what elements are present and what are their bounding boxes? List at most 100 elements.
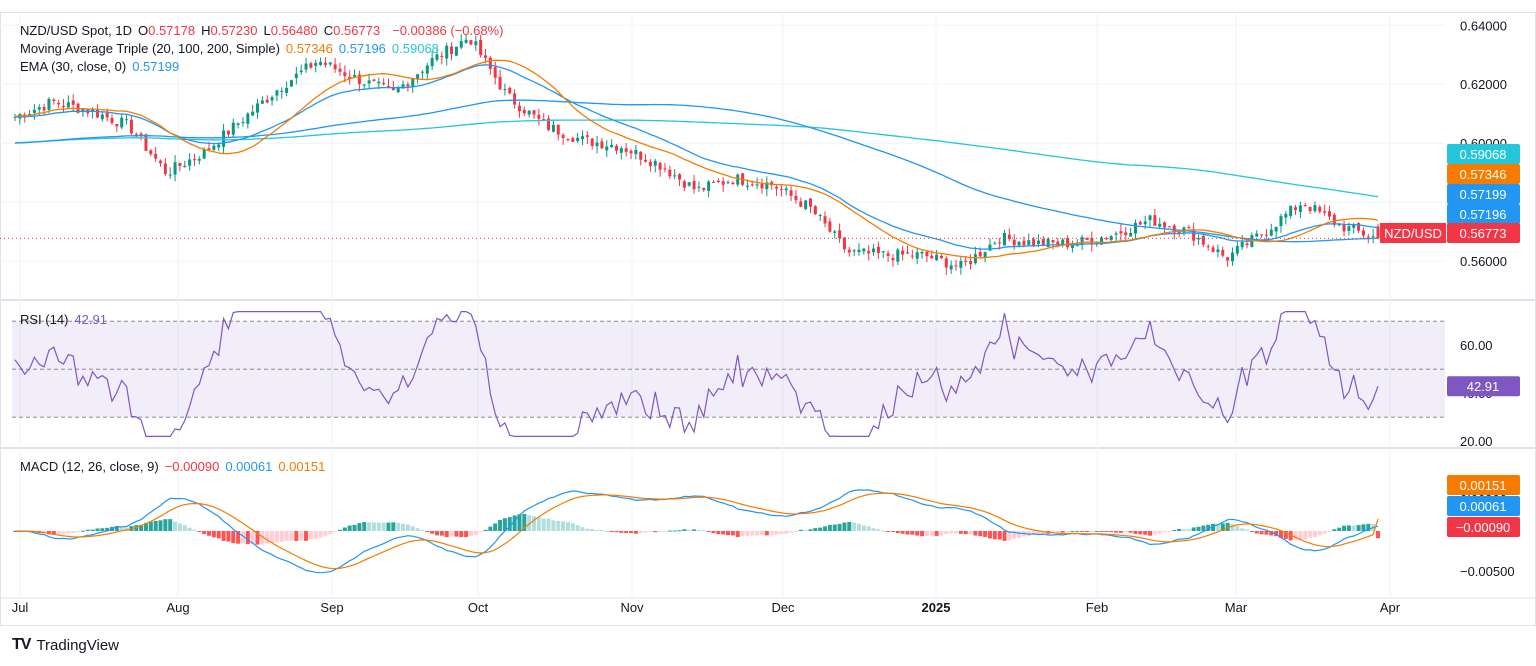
candle-body: [1095, 242, 1099, 244]
candle-body: [450, 46, 454, 54]
candle-body: [673, 175, 677, 177]
candle-body: [610, 144, 614, 148]
candle-body: [236, 123, 240, 125]
candle-body: [571, 138, 575, 142]
candle-body: [202, 148, 206, 159]
macd-histogram-bar: [1264, 531, 1269, 535]
macd-histogram-bar: [643, 531, 648, 533]
candle-body: [896, 249, 900, 262]
macd-histogram-bar: [265, 531, 270, 544]
candle-body: [391, 87, 395, 91]
candle-body: [983, 252, 987, 258]
macd-histogram-bar: [716, 531, 721, 535]
macd-histogram-bar: [954, 531, 959, 534]
candle-body: [445, 45, 449, 59]
macd-histogram-bar: [1060, 531, 1065, 533]
symbol-title[interactable]: NZD/USD Spot, 1D: [20, 23, 132, 38]
macd-histogram-bar: [1031, 531, 1036, 535]
macd-histogram-bar: [570, 523, 575, 531]
x-tick-label-dec: Dec: [771, 600, 795, 615]
candle-body: [1177, 231, 1181, 234]
candle-body: [1012, 239, 1016, 246]
grid-lines: [0, 12, 1536, 626]
macd-histogram-bar: [1080, 531, 1085, 532]
candle-body: [1294, 207, 1298, 211]
macd-histogram-bar: [444, 531, 449, 538]
candle-body: [1138, 222, 1142, 225]
price-tag: 0.59068: [1447, 144, 1520, 164]
candle-body: [1133, 222, 1137, 234]
macd-histogram-bar: [371, 522, 376, 531]
macd-histogram-bar: [323, 531, 328, 536]
macd-histogram-bar: [633, 531, 638, 534]
macd-tag-bg: [1447, 475, 1520, 495]
macd-histogram-bar: [910, 531, 915, 535]
candle-body: [794, 195, 798, 201]
macd-pane[interactable]: [13, 489, 1380, 574]
rsi-label[interactable]: RSI (14): [20, 312, 69, 327]
price-tick-label: 0.64000: [1460, 18, 1507, 33]
ohlc-h: H0.57230: [201, 23, 258, 38]
macd-histogram-bar: [692, 529, 697, 531]
candle-body: [1056, 241, 1060, 245]
macd-histogram-bar: [1002, 531, 1007, 541]
candle-body: [42, 107, 46, 111]
macd-histogram-bar: [1055, 531, 1060, 533]
price-tick-label: 0.62000: [1460, 77, 1507, 92]
macd-histogram-bar: [333, 531, 338, 533]
macd-histogram-bar: [813, 528, 818, 531]
price-pane[interactable]: [0, 34, 1445, 275]
candle-body: [338, 68, 342, 72]
candle-body: [842, 237, 846, 250]
candle-body: [1143, 221, 1147, 225]
macd-histogram-bar: [357, 523, 362, 531]
macd-histogram-bar: [648, 531, 653, 532]
candle-body: [784, 188, 788, 191]
macd-histogram-bar: [759, 531, 764, 535]
candle-body: [367, 80, 371, 84]
macd-histogram-bar: [197, 531, 202, 532]
ma200-value: 0.59068: [391, 41, 439, 56]
macd-histogram-bar: [221, 531, 226, 541]
macd-histogram-bar: [381, 522, 386, 531]
candle-body: [1027, 240, 1031, 245]
rsi-pane[interactable]: [12, 311, 1445, 438]
candle-body: [289, 80, 293, 87]
symbol-tag-text: NZD/USD: [1384, 226, 1442, 241]
macd-histogram-bar: [337, 529, 342, 531]
ema-legend-label[interactable]: EMA (30, close, 0): [20, 59, 127, 74]
macd-histogram-bar: [1196, 526, 1201, 531]
candle-body: [401, 84, 405, 89]
candle-body: [47, 98, 51, 110]
rsi-tick-label: 20.00: [1460, 434, 1493, 449]
candle-body: [527, 110, 531, 115]
x-tick-label-apr: Apr: [1380, 600, 1401, 615]
candle-body: [517, 105, 521, 112]
macd-histogram-bar: [658, 531, 663, 532]
macd-histogram-bar: [1361, 524, 1366, 531]
rsi-tag-text: 42.91: [1467, 379, 1500, 394]
candle-body: [226, 130, 230, 135]
macd-histogram-bar: [240, 531, 245, 544]
macd-histogram-bar: [207, 531, 212, 536]
macd-histogram-bar: [609, 531, 614, 533]
candle-body: [1323, 211, 1327, 213]
macd-histogram-bar: [396, 522, 401, 531]
candle-body: [697, 186, 701, 188]
candle-body: [1041, 238, 1045, 246]
candle-body: [1129, 232, 1133, 237]
ma-legend-label[interactable]: Moving Average Triple (20, 100, 200, Sim…: [20, 41, 280, 56]
brand[interactable]: TV TradingView: [12, 636, 119, 654]
candle-body: [66, 102, 70, 108]
macd-histogram-bar: [847, 521, 852, 531]
macd-histogram-bar: [750, 531, 755, 536]
macd-histogram-bar: [1317, 531, 1322, 536]
candle-body: [1051, 240, 1055, 243]
macd-label[interactable]: MACD (12, 26, close, 9): [20, 459, 159, 474]
candle-body: [600, 141, 604, 149]
candle-body: [420, 71, 424, 73]
candle-body: [411, 78, 415, 87]
candle-body: [745, 185, 749, 187]
candle-body: [425, 65, 429, 74]
